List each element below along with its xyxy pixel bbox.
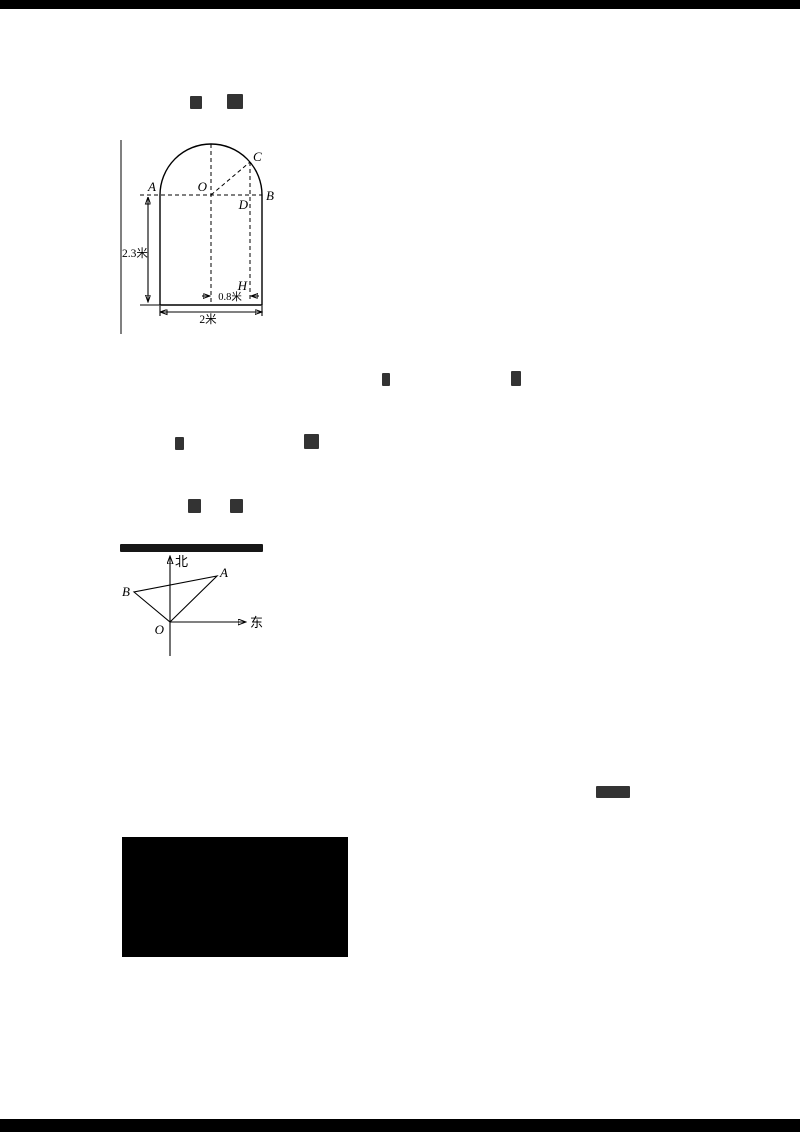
arch-height-dimension-label: 2.3米 bbox=[122, 247, 148, 260]
ladder-line bbox=[150, 857, 297, 931]
ladder-figure: 3m 4m C B A bbox=[122, 837, 348, 957]
arch-figure: 2.3米 0.8米 2米 C O A B D H bbox=[122, 143, 274, 326]
height-dimension-label: 3m bbox=[124, 891, 139, 903]
text-smudge bbox=[230, 499, 243, 513]
compass-label-a: A bbox=[219, 565, 228, 580]
arch-label-d: D bbox=[238, 197, 249, 212]
width-dimension-label: 4m bbox=[218, 925, 233, 937]
ladder-frame bbox=[122, 837, 348, 957]
compass-figure: 北 东 O A B bbox=[122, 554, 263, 656]
arch-label-b: B bbox=[266, 188, 274, 203]
compass-label-o: O bbox=[155, 622, 165, 637]
text-smudge bbox=[175, 437, 184, 450]
arch-radius-oc-dashed bbox=[210, 161, 251, 196]
arch-offset-dimension-label: 0.8米 bbox=[218, 290, 242, 303]
triangle-oab bbox=[132, 575, 219, 623]
arch-label-c: C bbox=[253, 149, 262, 164]
arch-label-o: O bbox=[198, 179, 208, 194]
text-smudge bbox=[188, 499, 201, 513]
east-label: 东 bbox=[250, 615, 263, 630]
ladder-label-a: A bbox=[300, 931, 309, 946]
figure-border-line bbox=[120, 140, 122, 334]
arch-label-h: H bbox=[237, 278, 248, 293]
text-smudge bbox=[304, 434, 319, 449]
compass-label-b: B bbox=[122, 584, 130, 599]
ladder-label-b: B bbox=[134, 931, 142, 946]
text-smudge bbox=[596, 786, 630, 798]
scan-edge-bottom bbox=[0, 1119, 800, 1132]
text-smudge bbox=[511, 371, 521, 386]
text-smudge bbox=[190, 96, 202, 109]
ladder-label-c: C bbox=[133, 843, 142, 858]
text-smudge bbox=[382, 373, 390, 386]
arch-outline bbox=[159, 143, 263, 306]
text-smudge bbox=[227, 94, 243, 109]
scan-band bbox=[120, 544, 263, 552]
scan-edge-top bbox=[0, 0, 800, 9]
north-label: 北 bbox=[175, 554, 188, 569]
arch-width-dimension-label: 2米 bbox=[199, 313, 217, 326]
arch-label-a: A bbox=[147, 179, 156, 194]
